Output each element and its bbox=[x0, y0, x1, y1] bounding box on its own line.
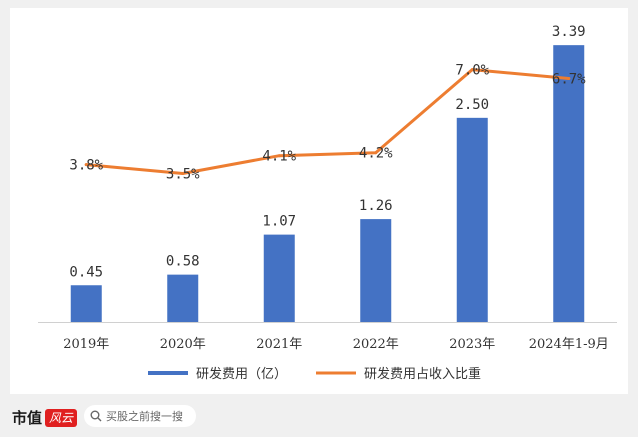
line-point bbox=[181, 172, 185, 176]
line-point bbox=[567, 76, 571, 80]
bar bbox=[456, 117, 488, 322]
legend-label-bar: 研发费用（亿） bbox=[196, 366, 287, 382]
bar bbox=[360, 219, 392, 322]
bar-value-label: 1.26 bbox=[359, 198, 393, 214]
legend-label-line: 研发费用占收入比重 bbox=[364, 366, 481, 382]
bar bbox=[263, 234, 295, 322]
line-value-label: 3.8% bbox=[69, 158, 103, 174]
search-icon bbox=[90, 410, 102, 422]
chart-frame: 2019年 2020年 2021年 2022年 2023年 2024年1-9月 0.45 0… bbox=[10, 8, 628, 394]
bar bbox=[70, 285, 102, 322]
line-point bbox=[84, 163, 88, 167]
x-tick-label: 2023年 bbox=[449, 337, 495, 352]
line-point bbox=[277, 154, 281, 158]
search-text: 买股之前搜一搜 bbox=[106, 410, 183, 423]
bar-value-label: 0.45 bbox=[69, 264, 103, 280]
line-value-label: 4.2% bbox=[359, 146, 393, 162]
x-tick-label: 2019年 bbox=[63, 337, 109, 352]
x-tick-label: 2021年 bbox=[256, 337, 302, 352]
brand-text: 市值 bbox=[12, 409, 43, 427]
line-value-label: 7.0% bbox=[455, 63, 489, 79]
line-point bbox=[470, 68, 474, 72]
x-tick-label: 2020年 bbox=[160, 337, 206, 352]
search-box[interactable]: 买股之前搜一搜 bbox=[84, 405, 196, 427]
bar-value-label: 2.50 bbox=[455, 97, 489, 113]
bar-value-label: 3.39 bbox=[552, 24, 586, 40]
ratio-line bbox=[84, 68, 571, 176]
x-tick-label: 2022年 bbox=[353, 337, 399, 352]
footer: 市值 风云 买股之前搜一搜 bbox=[0, 398, 638, 437]
line-value-label: 4.1% bbox=[262, 149, 296, 165]
brand-logo[interactable]: 市值 风云 bbox=[12, 407, 78, 428]
line-value-label: 3.5% bbox=[166, 167, 200, 183]
bar-value-label: 1.07 bbox=[262, 214, 296, 230]
x-tick-label: 2024年1-9月 bbox=[529, 337, 609, 352]
legend-swatch-bar bbox=[148, 371, 188, 375]
bar bbox=[167, 274, 199, 322]
brand-badge: 风云 bbox=[45, 408, 78, 427]
bar bbox=[553, 45, 585, 323]
bar-value-label: 0.58 bbox=[166, 254, 200, 270]
line-point bbox=[374, 151, 378, 155]
line-value-label: 6.7% bbox=[552, 71, 586, 87]
chart: 2019年 2020年 2021年 2022年 2023年 2024年1-9月 0.45 0… bbox=[38, 24, 617, 382]
